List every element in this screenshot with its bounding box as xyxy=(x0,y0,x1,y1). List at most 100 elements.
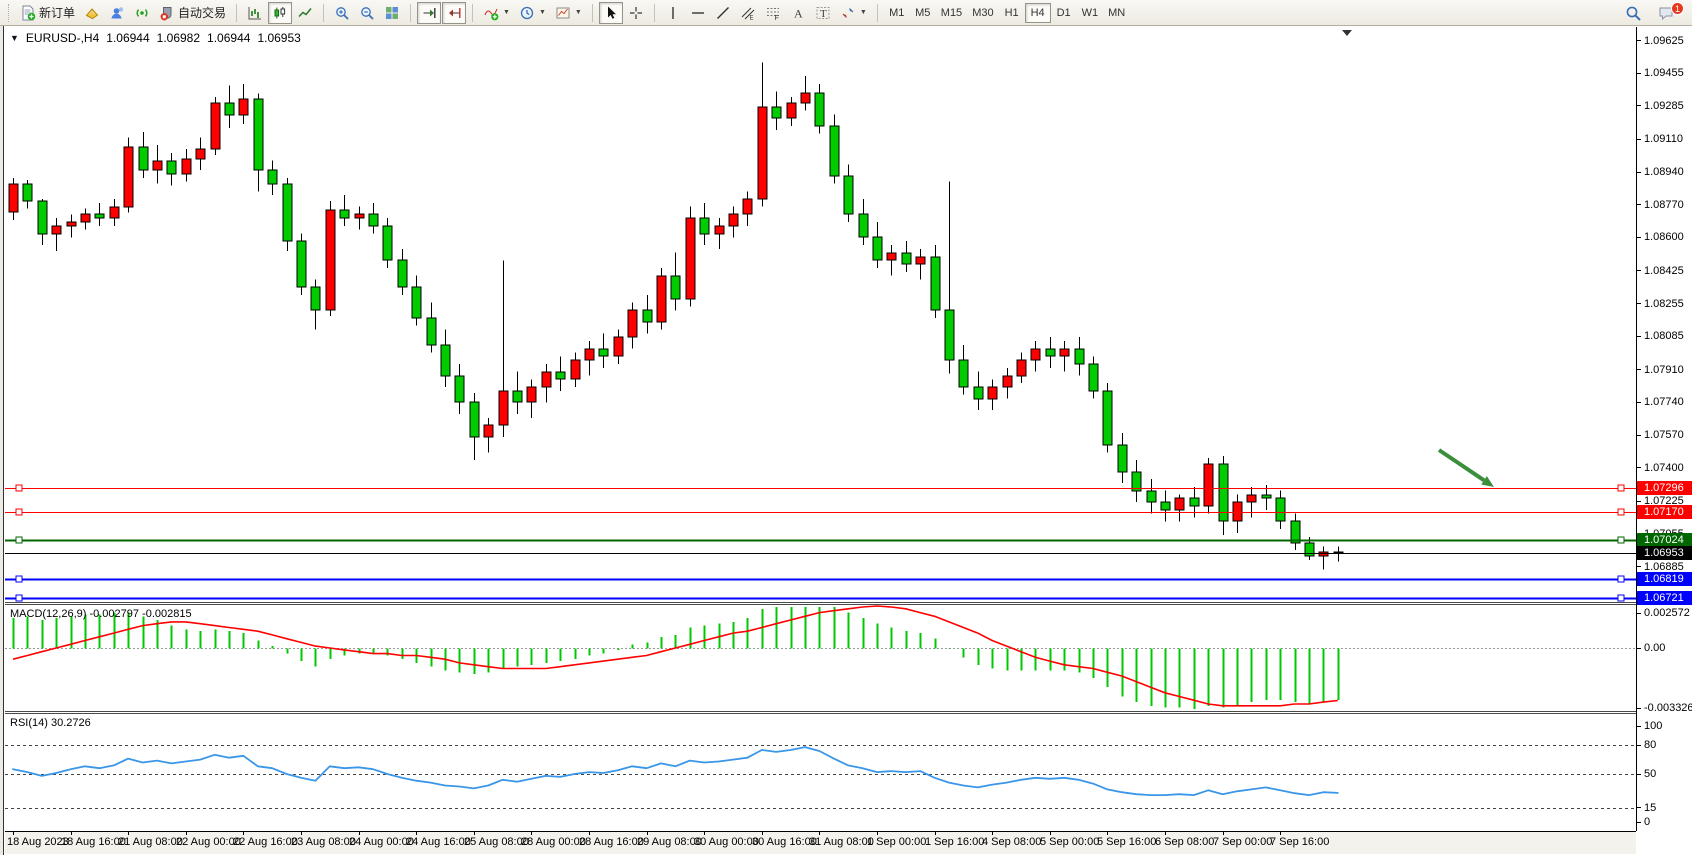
timeframe-button-W1[interactable]: W1 xyxy=(1077,3,1104,23)
timeframe-button-D1[interactable]: D1 xyxy=(1051,3,1077,23)
macd-pane[interactable]: MACD(12,26,9) -0.002797 -0.002815 xyxy=(5,605,1636,711)
bar-chart-button[interactable] xyxy=(243,2,267,24)
macd-axis-tickmark xyxy=(1637,647,1641,649)
price-axis-tick-label: 1.08255 xyxy=(1644,297,1684,310)
cursor-icon xyxy=(607,6,616,19)
price-line-label: 1.07296 xyxy=(1637,480,1692,495)
time-axis-label: 22 Aug 00:00 xyxy=(176,836,241,848)
zoom-in-icon xyxy=(336,6,349,20)
candlestick-canvas[interactable] xyxy=(5,27,1636,602)
price-line-label: 1.06721 xyxy=(1637,591,1692,605)
line-chart-button[interactable] xyxy=(293,2,317,24)
timeframe-button-M5[interactable]: M5 xyxy=(910,3,936,23)
fibonacci-icon: F xyxy=(766,7,779,21)
channel-button[interactable]: E xyxy=(736,2,760,24)
price-axis[interactable]: 1.09625 1.09455 1.09285 1.09110 1.08940 1.087… xyxy=(1636,27,1692,831)
search-button[interactable] xyxy=(1620,2,1646,24)
auto-scroll-button[interactable] xyxy=(417,1,442,24)
new-order-icon xyxy=(22,5,36,20)
zoom-out-button[interactable] xyxy=(355,2,379,24)
timeframe-bar: M1 M5 M15 M30 H1 H4 D1 W1 MN xyxy=(884,2,1130,23)
price-axis-tick-label: 1.07910 xyxy=(1644,363,1684,376)
price-line-label: 1.06953 xyxy=(1637,546,1692,561)
time-axis-label: 18 Aug 16:00 xyxy=(61,836,126,848)
time-axis-tickmark xyxy=(1280,832,1281,835)
zoom-in-button[interactable] xyxy=(330,2,354,24)
time-axis-tickmark xyxy=(762,832,763,835)
price-axis-tick-label: 1.07740 xyxy=(1644,396,1684,409)
trendline-button[interactable] xyxy=(711,2,735,24)
rsi-label: RSI(14) 30.2726 xyxy=(10,717,91,729)
price-pane[interactable]: ▼ EURUSD-,H4 1.06944 1.06982 1.06944 1.0… xyxy=(5,27,1636,602)
periods-button[interactable]: ▼ xyxy=(515,2,550,24)
price-line-label: 1.06819 xyxy=(1637,572,1692,587)
time-axis-tickmark xyxy=(589,832,590,835)
time-axis-label: 5 Sep 16:00 xyxy=(1097,836,1157,848)
time-axis-label: 1 Sep 16:00 xyxy=(925,836,985,848)
cursor-button[interactable] xyxy=(598,1,623,24)
fibonacci-button[interactable]: F xyxy=(761,2,785,24)
rsi-axis-label: 50 xyxy=(1644,768,1657,780)
clock-icon xyxy=(520,6,534,19)
timeframe-button-H1[interactable]: H1 xyxy=(999,3,1025,23)
rsi-axis-tickmark xyxy=(1637,773,1641,775)
price-axis-tickmark xyxy=(1637,105,1641,107)
pane-separator[interactable] xyxy=(5,602,1636,605)
dropdown-caret-icon: ▼ xyxy=(503,9,510,16)
vertical-line-button[interactable] xyxy=(661,2,685,24)
time-axis-tickmark xyxy=(301,832,302,835)
price-axis-tick-label: 1.09455 xyxy=(1644,67,1684,80)
pane-separator[interactable] xyxy=(5,711,1636,714)
price-line-label: 1.07024 xyxy=(1637,532,1692,547)
chart-window: ▼ EURUSD-,H4 1.06944 1.06982 1.06944 1.0… xyxy=(0,26,1692,855)
time-axis-tickmark xyxy=(1107,832,1108,835)
indicators-button[interactable]: ▼ xyxy=(479,2,514,24)
autotrading-button[interactable]: 自动交易 xyxy=(155,2,230,24)
timeframe-button-H4[interactable]: H4 xyxy=(1024,2,1051,23)
price-axis-tickmark xyxy=(1637,335,1641,337)
candlestick-icon xyxy=(274,6,286,18)
svg-text:F: F xyxy=(774,15,778,21)
chart-title: ▼ EURUSD-,H4 1.06944 1.06982 1.06944 1.0… xyxy=(10,31,301,45)
templates-button[interactable]: ▼ xyxy=(551,2,586,24)
new-order-button[interactable]: 新订单 xyxy=(16,2,79,24)
tile-windows-button[interactable] xyxy=(380,2,404,24)
svg-text:T: T xyxy=(820,8,827,20)
shapes-button[interactable]: ▼ xyxy=(836,2,871,24)
signals-button[interactable] xyxy=(130,2,154,24)
community-button[interactable] xyxy=(105,2,129,24)
chart-open: 1.06944 xyxy=(106,31,150,45)
time-axis[interactable]: 18 Aug 2023 18 Aug 16:00 21 Aug 08:00 22 Au… xyxy=(5,831,1636,854)
timeframe-button-M1[interactable]: M1 xyxy=(884,3,910,23)
rsi-axis-tickmark xyxy=(1637,744,1641,746)
text-label-button[interactable]: T xyxy=(811,2,835,24)
time-axis-tickmark xyxy=(474,832,475,835)
arrows-shapes-icon xyxy=(842,7,854,18)
line-chart-icon xyxy=(298,7,312,17)
autotrading-label: 自动交易 xyxy=(178,6,227,20)
crosshair-button[interactable] xyxy=(624,2,648,24)
time-axis-label: 23 Aug 08:00 xyxy=(291,836,356,848)
time-axis-tickmark xyxy=(128,832,129,835)
chart-shift-button[interactable] xyxy=(442,1,467,24)
time-axis-tickmark xyxy=(819,832,820,835)
rsi-pane[interactable]: RSI(14) 30.2726 xyxy=(5,714,1636,831)
time-axis-tickmark xyxy=(71,832,72,835)
notifications-button[interactable]: 1 xyxy=(1654,1,1684,24)
chart-symbol-period: EURUSD-,H4 xyxy=(25,31,100,45)
horizontal-line-button[interactable] xyxy=(686,2,710,24)
timeframe-button-MN[interactable]: MN xyxy=(1103,3,1130,23)
time-axis-label: 31 Aug 08:00 xyxy=(809,836,874,848)
market-button[interactable] xyxy=(80,2,104,24)
candlestick-chart-button[interactable] xyxy=(268,1,293,24)
toolbar-drag-handle xyxy=(8,3,11,22)
text-button[interactable]: A xyxy=(786,2,810,24)
symbol-dropdown-icon[interactable]: ▼ xyxy=(10,33,19,43)
timeframe-button-M15[interactable]: M15 xyxy=(936,3,967,23)
rsi-axis-label: 100 xyxy=(1644,720,1663,732)
toolbar-separator xyxy=(653,3,655,22)
timeframe-button-M30[interactable]: M30 xyxy=(967,3,998,23)
macd-axis-label: -0.003326 xyxy=(1644,702,1692,714)
time-axis-tickmark xyxy=(359,832,360,835)
